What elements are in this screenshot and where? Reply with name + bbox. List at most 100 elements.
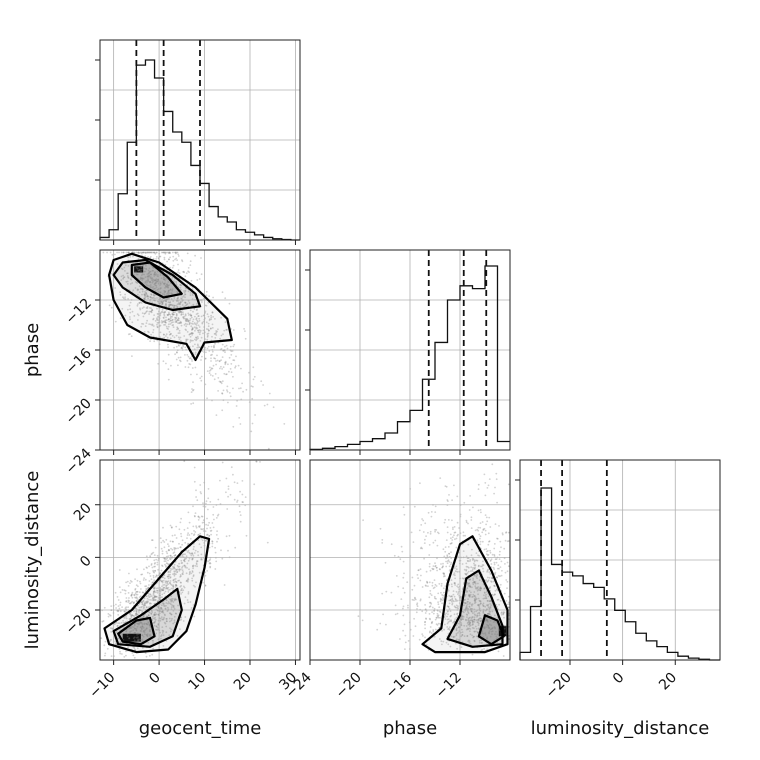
time-phase-sample-point	[144, 325, 147, 327]
time-dist-sample-point	[157, 559, 160, 562]
time-phase-sample-point	[179, 356, 182, 359]
sample-points-layer	[100, 251, 510, 659]
bottom-luminosity-distance-xtick-label-1: 0	[610, 670, 628, 688]
time-phase-sample-point	[165, 362, 167, 365]
time-phase-sample-point	[136, 304, 139, 307]
phase-dist-sample-point	[467, 598, 469, 601]
time-phase-sample-point	[161, 311, 164, 313]
time-phase-sample-point	[177, 255, 180, 257]
time-phase-sample-point	[209, 366, 211, 369]
time-phase-sample-point	[176, 300, 178, 302]
time-phase-sample-point	[232, 375, 234, 378]
time-phase-sample-point	[200, 379, 203, 382]
time-phase-sample-point	[210, 314, 213, 317]
time-phase-sample-point	[194, 254, 197, 257]
time-phase-sample-point	[184, 346, 187, 349]
time-dist-sample-point	[139, 580, 141, 583]
time-phase-sample-point	[163, 336, 166, 339]
time-dist-sample-point	[144, 602, 147, 605]
time-phase-sample-point	[156, 326, 159, 329]
phase-dist-sample-point	[472, 582, 474, 584]
time-dist-sample-point	[169, 573, 172, 576]
time-dist-sample-point	[122, 619, 124, 622]
time-dist-sample-point	[117, 637, 120, 639]
time-phase-sample-point	[153, 273, 156, 276]
time-dist-sample-point	[119, 641, 121, 644]
time-phase-sample-point	[144, 280, 147, 283]
time-phase-sample-point	[175, 321, 178, 323]
time-dist-sample-point	[137, 636, 139, 639]
phase-dist-sample-point	[473, 581, 476, 583]
time-phase-sample-point	[137, 251, 140, 254]
time-dist-sample-point	[116, 624, 119, 627]
time-phase-sample-point	[120, 275, 123, 278]
phase-dist-sample-point	[471, 548, 473, 551]
time-dist-sample-point	[127, 646, 129, 649]
time-dist-sample-point	[234, 546, 237, 549]
time-dist-sample-point	[173, 566, 176, 569]
time-dist-sample-point	[186, 579, 189, 581]
time-phase-sample-point	[235, 405, 238, 407]
time-phase-sample-point	[194, 323, 197, 325]
phase-dist-sample-point	[466, 603, 469, 605]
phase-dist-sample-point	[482, 610, 485, 612]
phase-dist-sample-point	[477, 624, 480, 626]
time-phase-sample-point	[162, 360, 165, 363]
time-dist-sample-point	[134, 632, 137, 634]
time-phase-sample-point	[161, 301, 164, 304]
time-phase-sample-point	[169, 301, 172, 303]
time-phase-sample-point	[175, 251, 178, 254]
time-dist-sample-point	[177, 604, 179, 607]
time-dist-sample-point	[166, 606, 169, 609]
time-dist-sample-point	[128, 612, 131, 615]
time-phase-sample-point	[153, 340, 156, 343]
time-phase-sample-point	[155, 251, 158, 254]
time-dist-sample-point	[212, 513, 215, 516]
time-phase-sample-point	[184, 304, 187, 307]
phase-dist-sample-point	[489, 526, 492, 528]
time-dist-sample-point	[128, 600, 131, 602]
time-dist-sample-point	[186, 599, 189, 601]
phase-dist-sample-point	[470, 610, 473, 613]
time-dist-sample-point	[178, 542, 180, 545]
time-phase-sample-point	[179, 301, 182, 304]
phase-dist-sample-point	[467, 560, 470, 563]
time-dist-sample-point	[220, 549, 222, 552]
time-phase-sample-point	[142, 315, 145, 318]
time-dist-sample-point	[241, 501, 244, 503]
time-phase-sample-point	[211, 327, 214, 329]
time-phase-sample-point	[183, 324, 186, 326]
time-dist-sample-point	[162, 587, 164, 590]
time-dist-sample-point	[197, 550, 199, 553]
time-phase-sample-point	[139, 277, 142, 280]
phase-dist-sample-point	[504, 571, 507, 574]
time-phase-sample-point	[224, 345, 226, 348]
time-dist-sample-point	[110, 605, 113, 607]
time-dist-sample-point	[140, 628, 143, 630]
phase-dist-sample-point	[489, 605, 492, 608]
time-dist-sample-point	[153, 599, 155, 602]
time-phase-sample-point	[171, 313, 174, 316]
phase-dist-sample-point	[444, 550, 447, 553]
time-phase-sample-point	[177, 322, 180, 325]
phase-dist-sample-point	[479, 543, 482, 546]
time-dist-sample-point	[161, 593, 164, 596]
phase-dist-sample-point	[468, 594, 471, 597]
time-dist-sample-point	[159, 610, 162, 613]
time-dist-sample-point	[153, 571, 156, 574]
time-phase-sample-point	[175, 320, 178, 323]
time-phase-sample-point	[175, 345, 178, 348]
time-phase-sample-point	[143, 297, 146, 300]
time-phase-sample-point	[140, 274, 143, 277]
time-phase-sample-point	[176, 326, 179, 329]
phase-dist-sample-point	[467, 612, 470, 615]
phase-dist-sample-point	[447, 621, 450, 623]
time-dist-sample-point	[160, 606, 162, 609]
time-phase-sample-point	[171, 292, 174, 295]
phase-dist-sample-point	[473, 599, 476, 601]
phase-dist-sample-point	[469, 578, 472, 581]
time-phase-sample-point	[154, 290, 157, 292]
time-phase-sample-point	[125, 251, 128, 254]
phase-dist-sample-point	[434, 618, 437, 621]
time-dist-sample-point	[193, 552, 196, 554]
